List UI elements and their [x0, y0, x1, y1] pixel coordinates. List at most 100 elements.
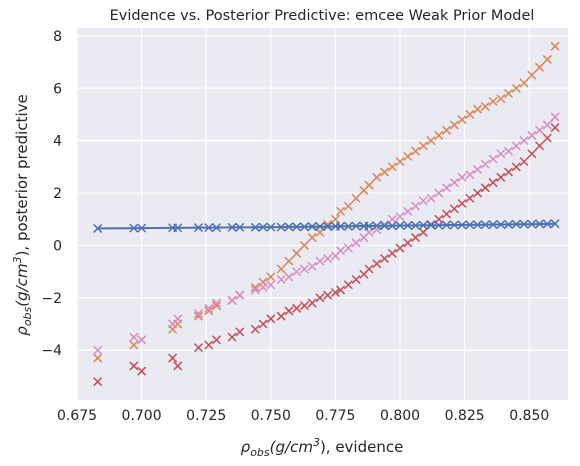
data-point: [449, 220, 459, 230]
data-point: [343, 280, 353, 290]
data-point: [173, 361, 183, 371]
data-point: [426, 193, 436, 203]
data-point: [542, 219, 552, 229]
data-point: [473, 220, 483, 230]
data-point: [129, 361, 139, 371]
data-point: [364, 264, 374, 274]
data-point: [519, 219, 529, 229]
data-point: [307, 233, 317, 243]
data-point: [266, 280, 276, 290]
data-point: [542, 120, 552, 130]
data-point: [323, 222, 333, 232]
x-tick-label: 0.725: [186, 408, 226, 424]
data-point: [193, 223, 203, 233]
data-point: [93, 223, 103, 233]
data-point: [336, 221, 346, 231]
data-point: [418, 227, 428, 237]
data-point: [336, 285, 346, 295]
data-point: [323, 254, 333, 264]
data-point: [250, 222, 260, 232]
data-point: [351, 238, 361, 248]
data-point: [351, 221, 361, 231]
data-point: [480, 220, 490, 230]
data-point: [387, 162, 397, 172]
grid: [76, 28, 568, 400]
series-3: [93, 112, 560, 355]
data-point: [418, 141, 428, 151]
data-point: [227, 295, 237, 305]
data-point: [480, 159, 490, 169]
data-point: [473, 188, 483, 198]
data-point: [212, 335, 222, 345]
data-point: [550, 112, 560, 122]
data-point: [504, 167, 514, 177]
data-point: [442, 125, 452, 135]
data-point: [250, 285, 260, 295]
y-tick-label: 8: [53, 29, 62, 45]
x-tick-label: 0.700: [122, 408, 162, 424]
data-point: [299, 222, 309, 232]
data-point: [372, 221, 382, 231]
data-point: [395, 243, 405, 253]
data-point: [488, 154, 498, 164]
data-point: [250, 324, 260, 334]
chart-title: Evidence vs. Posterior Predictive: emcee…: [110, 8, 535, 24]
data-point: [276, 264, 286, 274]
data-point: [266, 314, 276, 324]
x-tick-label: 0.800: [380, 408, 420, 424]
data-point: [457, 115, 467, 125]
data-marks: [93, 41, 560, 387]
data-point: [193, 343, 203, 353]
data-point: [307, 298, 317, 308]
data-point: [511, 141, 521, 151]
data-point: [496, 149, 506, 159]
data-point: [403, 220, 413, 231]
data-point: [411, 220, 421, 231]
data-point: [550, 41, 560, 51]
data-point: [457, 198, 467, 209]
data-point: [315, 293, 325, 303]
data-point: [292, 267, 302, 277]
data-point: [403, 238, 413, 248]
data-point: [542, 133, 552, 143]
data-point: [426, 136, 436, 146]
data-point: [426, 220, 436, 230]
data-point: [504, 219, 514, 230]
data-point: [307, 222, 317, 232]
data-point: [542, 54, 552, 64]
data-point: [307, 261, 317, 271]
data-point: [284, 272, 294, 282]
data-point: [299, 240, 309, 250]
series-2: [93, 123, 560, 387]
y-label-sub: obs: [21, 306, 34, 326]
data-point: [258, 222, 268, 232]
data-point: [204, 223, 214, 233]
data-point: [488, 178, 498, 188]
data-point: [173, 314, 183, 324]
data-point: [511, 83, 521, 93]
data-point: [330, 288, 340, 298]
data-point: [449, 120, 459, 130]
y-tick-label: −2: [41, 291, 62, 307]
data-point: [129, 223, 139, 233]
data-point: [465, 220, 475, 230]
x-axis-label: ρobs(g/cm3), evidence: [241, 436, 404, 459]
data-point: [212, 301, 222, 311]
data-point: [496, 172, 506, 182]
data-point: [535, 141, 545, 151]
y-label-sup: 3: [11, 256, 24, 263]
data-point: [550, 123, 560, 133]
data-point: [212, 298, 222, 308]
data-point: [93, 345, 103, 355]
data-point: [343, 201, 353, 211]
data-point: [173, 223, 183, 233]
data-point: [284, 306, 294, 316]
data-point: [168, 353, 178, 363]
data-point: [473, 164, 483, 174]
data-point: [511, 219, 521, 229]
data-point: [434, 130, 444, 140]
y-tick-label: −4: [41, 343, 62, 359]
data-point: [434, 188, 444, 198]
data-point: [323, 290, 333, 300]
